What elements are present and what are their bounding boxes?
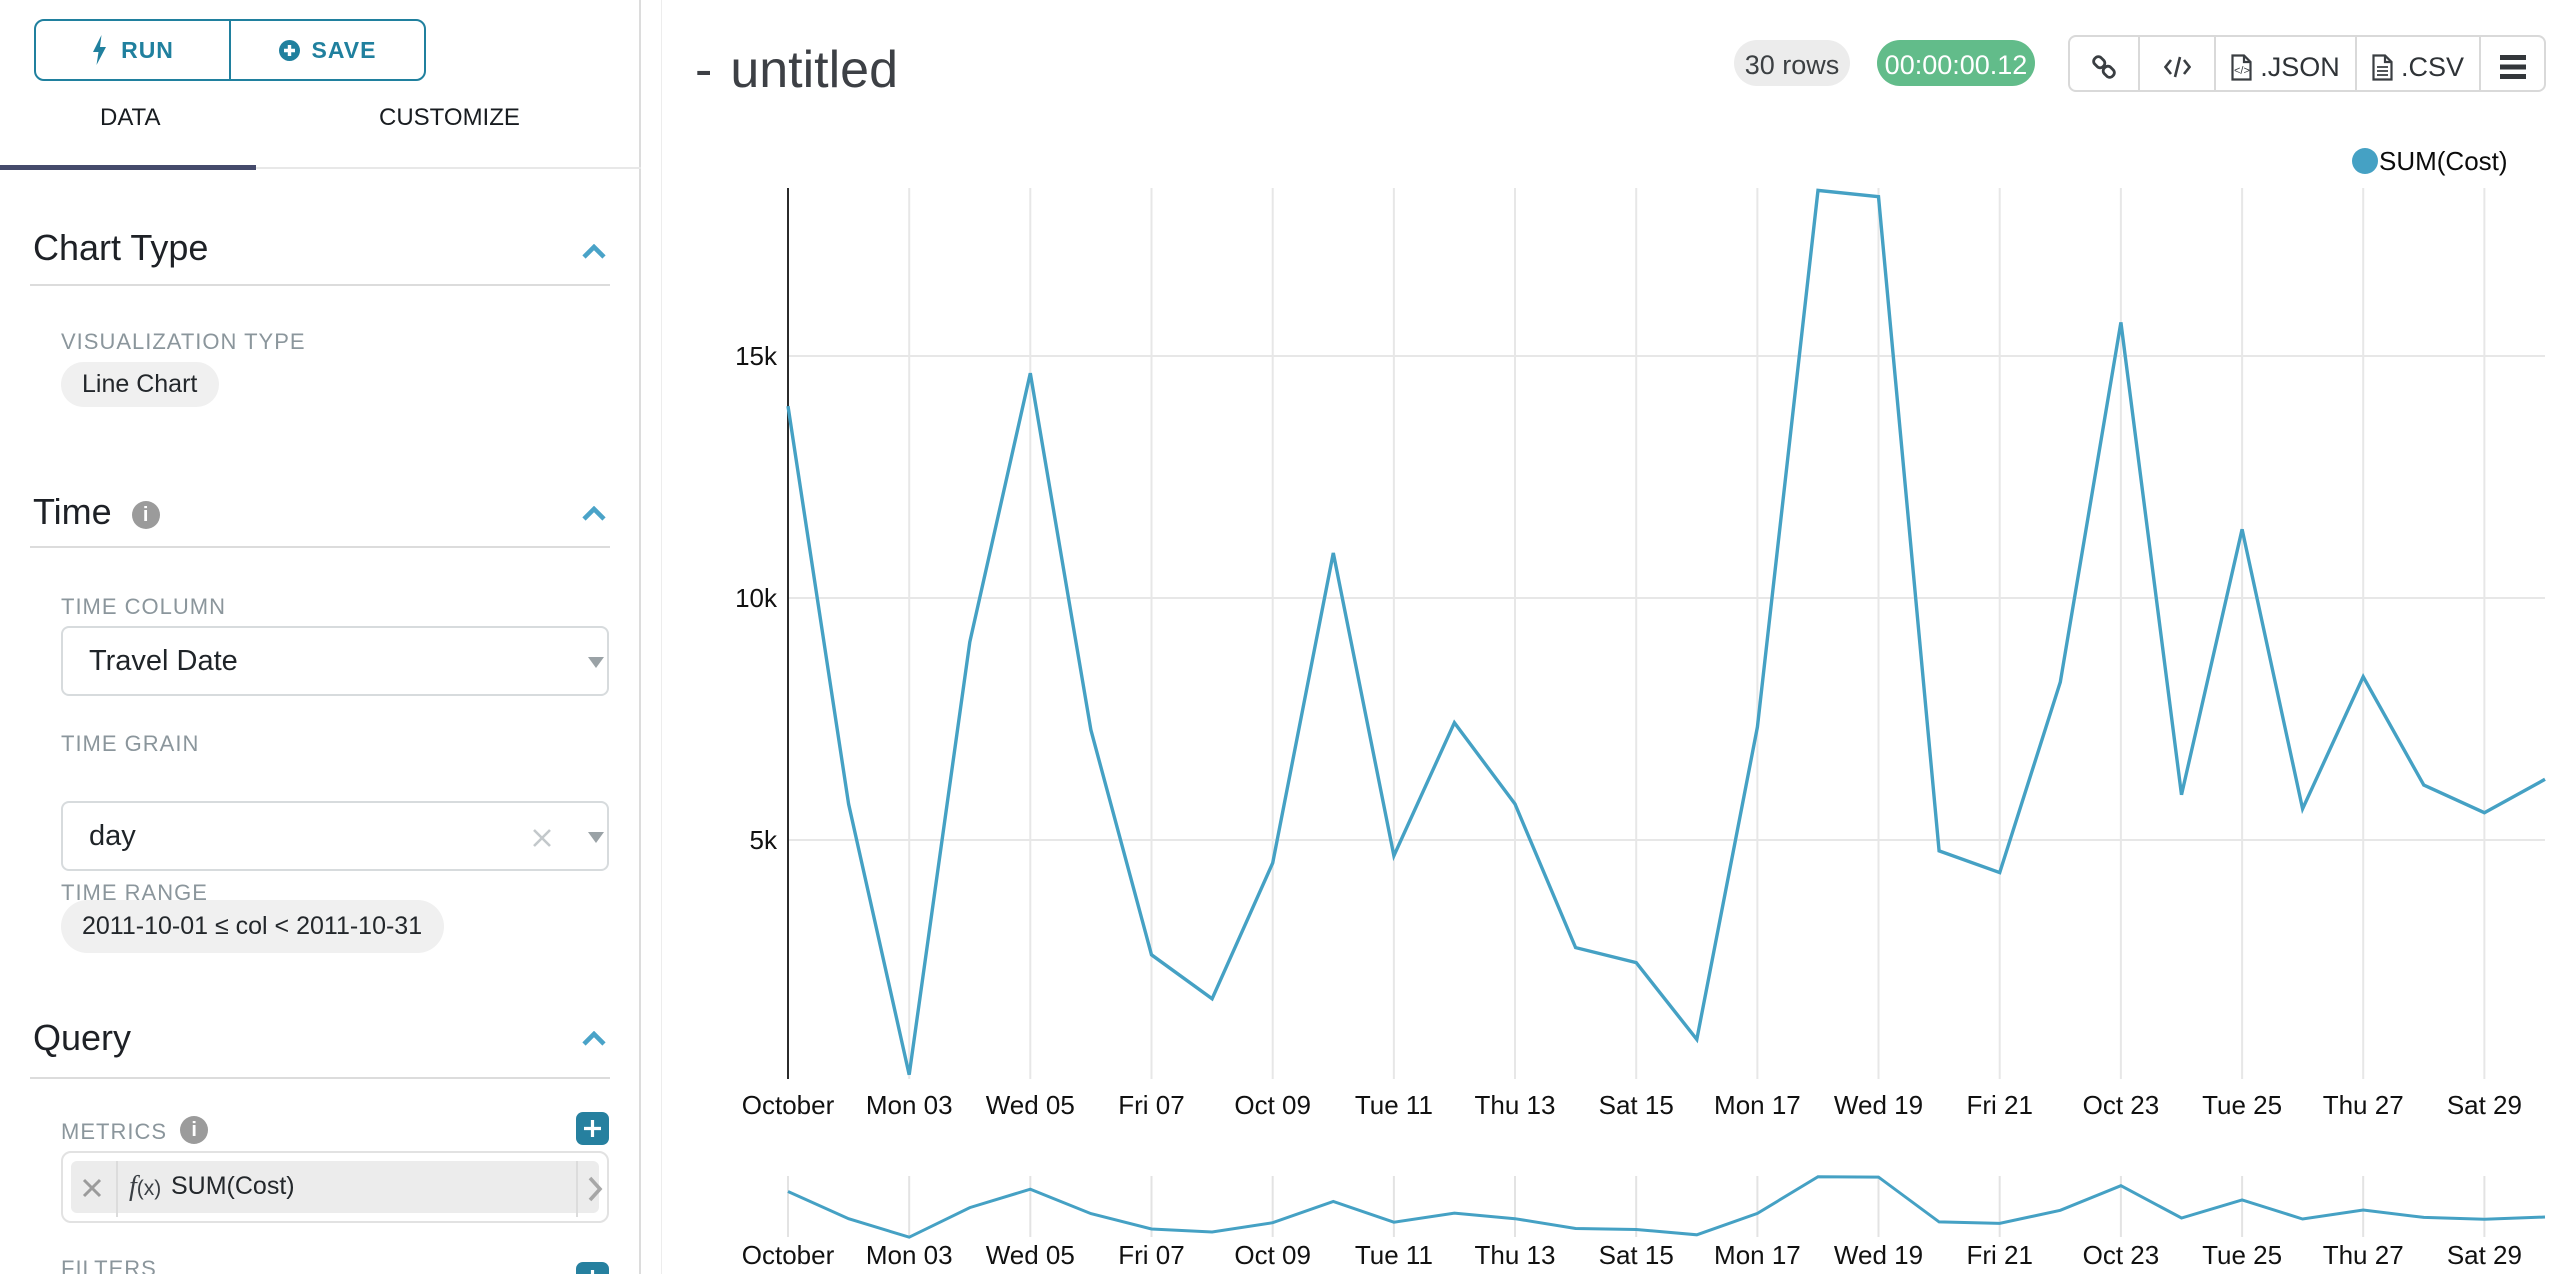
svg-text:Oct 09: Oct 09 — [1234, 1090, 1311, 1120]
svg-text:15k: 15k — [735, 341, 778, 371]
svg-text:Thu 27: Thu 27 — [2323, 1090, 2404, 1120]
svg-text:SUM(Cost): SUM(Cost) — [2379, 146, 2508, 176]
svg-text:Mon 17: Mon 17 — [1714, 1240, 1801, 1270]
svg-text:Mon 03: Mon 03 — [866, 1240, 953, 1270]
svg-text:Wed 05: Wed 05 — [986, 1090, 1075, 1120]
svg-text:October: October — [742, 1240, 835, 1270]
svg-text:Mon 17: Mon 17 — [1714, 1090, 1801, 1120]
svg-text:Wed 19: Wed 19 — [1834, 1090, 1923, 1120]
svg-text:Sat 15: Sat 15 — [1599, 1090, 1674, 1120]
svg-text:Oct 23: Oct 23 — [2083, 1090, 2160, 1120]
svg-text:5k: 5k — [750, 825, 778, 855]
svg-text:Sat 29: Sat 29 — [2447, 1090, 2522, 1120]
svg-text:Oct 09: Oct 09 — [1234, 1240, 1311, 1270]
svg-text:</>: </> — [2234, 65, 2250, 77]
svg-text:Wed 19: Wed 19 — [1834, 1240, 1923, 1270]
svg-text:Oct 23: Oct 23 — [2083, 1240, 2160, 1270]
svg-text:Sat 29: Sat 29 — [2447, 1240, 2522, 1270]
svg-text:Fri 07: Fri 07 — [1118, 1240, 1184, 1270]
svg-text:Wed 05: Wed 05 — [986, 1240, 1075, 1270]
svg-text:October: October — [742, 1090, 835, 1120]
svg-text:Fri 21: Fri 21 — [1966, 1240, 2032, 1270]
svg-text:Tue 25: Tue 25 — [2202, 1240, 2282, 1270]
svg-text:Sat 15: Sat 15 — [1599, 1240, 1674, 1270]
svg-text:Fri 21: Fri 21 — [1966, 1090, 2032, 1120]
svg-text:Thu 13: Thu 13 — [1475, 1240, 1556, 1270]
svg-text:Tue 11: Tue 11 — [1355, 1240, 1433, 1270]
svg-text:Tue 25: Tue 25 — [2202, 1090, 2282, 1120]
svg-text:Mon 03: Mon 03 — [866, 1090, 953, 1120]
svg-text:Fri 07: Fri 07 — [1118, 1090, 1184, 1120]
svg-text:10k: 10k — [735, 583, 778, 613]
svg-text:Thu 13: Thu 13 — [1475, 1090, 1556, 1120]
svg-text:Tue 11: Tue 11 — [1355, 1090, 1433, 1120]
svg-text:Thu 27: Thu 27 — [2323, 1240, 2404, 1270]
